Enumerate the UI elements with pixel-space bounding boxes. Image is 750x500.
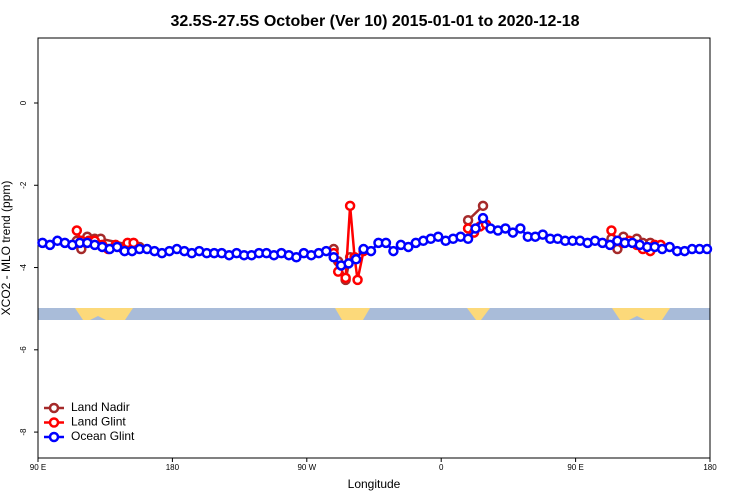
data-point: [71, 225, 83, 236]
ocean-strip: [38, 308, 710, 320]
land-mask: [38, 308, 710, 320]
x-axis-label: Longitude: [348, 477, 401, 491]
land-patch: [75, 308, 133, 320]
land-patch: [612, 308, 670, 320]
legend-label: Land Glint: [71, 415, 126, 429]
legend-marker: [48, 402, 60, 414]
y-axis-label: XCO2 - MLO trend (ppm): [0, 181, 13, 316]
data-point: [350, 254, 362, 265]
data-point: [380, 237, 392, 249]
y-tick-label: 0: [19, 100, 28, 105]
data-point: [606, 225, 617, 236]
data-point: [701, 243, 713, 255]
legend-label: Ocean Glint: [71, 429, 135, 443]
data-point: [365, 245, 377, 257]
data-point: [515, 223, 526, 234]
data-point: [344, 200, 356, 212]
land-patch: [467, 308, 490, 320]
x-tick-label: 90 W: [297, 463, 316, 472]
data-point: [477, 212, 489, 224]
data-point: [403, 241, 414, 253]
y-tick-label: -4: [19, 263, 28, 271]
data-point: [462, 233, 474, 244]
data-point: [604, 239, 616, 251]
data-point: [291, 252, 302, 263]
x-tick-label: 90 E: [30, 463, 46, 472]
data-point: [664, 241, 675, 253]
x-tick-label: 0: [439, 463, 444, 472]
y-tick-label: -8: [19, 428, 28, 436]
data-point: [320, 245, 332, 257]
land-patch: [335, 308, 370, 320]
data-point: [328, 252, 339, 263]
data-point: [470, 223, 481, 234]
data-point: [462, 214, 474, 226]
legend-label: Land Nadir: [71, 400, 130, 414]
data-point: [537, 229, 548, 240]
legend-marker: [48, 417, 60, 428]
legend-marker: [48, 431, 60, 443]
chart-title: 32.5S-27.5S October (Ver 10) 2015-01-01 …: [170, 13, 579, 30]
data-point: [44, 239, 56, 251]
data-point: [343, 258, 354, 269]
data-point: [477, 200, 489, 212]
x-tick-label: 90 E: [567, 463, 583, 472]
data-point: [507, 227, 519, 238]
data-point: [111, 241, 123, 253]
y-tick-label: -6: [19, 346, 28, 354]
x-tick-label: 180: [703, 463, 717, 472]
data-point: [500, 223, 511, 234]
data-point: [352, 274, 363, 286]
data-point: [432, 231, 444, 242]
y-tick-label: -2: [19, 181, 28, 189]
x-tick-label: 180: [166, 463, 180, 472]
data-point: [388, 245, 399, 257]
data-point: [340, 272, 351, 284]
